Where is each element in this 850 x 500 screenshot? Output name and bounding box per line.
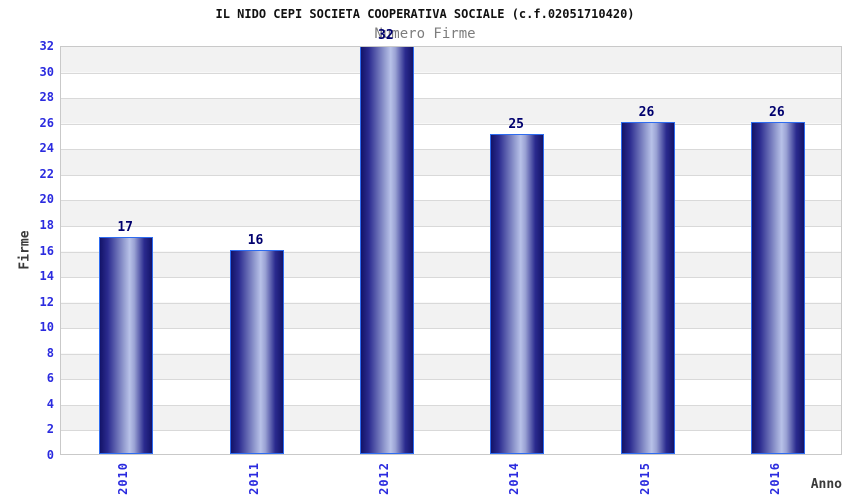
x-tick-label: 2010 bbox=[116, 462, 131, 495]
bar-2014 bbox=[490, 134, 545, 454]
gridline bbox=[61, 251, 841, 253]
bar-value-label: 26 bbox=[769, 104, 785, 120]
y-tick-label: 4 bbox=[46, 396, 54, 411]
gridline bbox=[61, 353, 841, 355]
gridline bbox=[61, 149, 841, 151]
bar-2016 bbox=[750, 121, 805, 454]
bar-value-label: 26 bbox=[638, 104, 655, 120]
y-tick-label: 14 bbox=[39, 269, 54, 284]
y-tick-label: 8 bbox=[46, 345, 54, 360]
y-tick-label: 30 bbox=[39, 64, 54, 79]
plot-area bbox=[60, 46, 842, 455]
bar-2011 bbox=[229, 249, 284, 454]
y-tick-label: 2 bbox=[46, 422, 54, 437]
x-tick-label: 2015 bbox=[637, 462, 652, 495]
y-tick-label: 32 bbox=[39, 39, 54, 53]
bar-value-label: 16 bbox=[247, 232, 264, 248]
y-tick-label: 28 bbox=[39, 90, 54, 105]
y-tick-label: 20 bbox=[39, 192, 54, 207]
bar-2010 bbox=[99, 236, 154, 454]
gridline bbox=[61, 72, 841, 74]
bar-value-label: 25 bbox=[508, 117, 524, 133]
y-tick-label: 16 bbox=[39, 243, 54, 258]
x-tick-label: 2012 bbox=[376, 462, 391, 495]
y-tick-label: 10 bbox=[39, 320, 54, 335]
gridline bbox=[61, 123, 841, 125]
gridline bbox=[61, 200, 841, 202]
gridline bbox=[61, 430, 841, 432]
y-tick-label: 0 bbox=[46, 448, 54, 462]
x-tick-label: 2016 bbox=[767, 462, 782, 495]
bar-value-label: 17 bbox=[117, 219, 133, 235]
y-tick-label: 26 bbox=[39, 115, 54, 130]
x-tick-label: 2011 bbox=[246, 462, 261, 495]
x-axis-label: Anno bbox=[810, 477, 842, 492]
gridline bbox=[61, 302, 841, 304]
y-tick-label: 6 bbox=[46, 371, 54, 386]
gridline bbox=[61, 277, 841, 279]
bar-2015 bbox=[620, 121, 675, 454]
y-tick-label: 18 bbox=[39, 217, 54, 232]
bar-value-label: 32 bbox=[378, 28, 394, 43]
gridline bbox=[61, 328, 841, 330]
y-tick-label: 24 bbox=[39, 141, 54, 156]
bar-2012 bbox=[359, 47, 414, 454]
chart-subtitle: Numero Firme bbox=[374, 26, 476, 42]
x-tick-label: 2014 bbox=[507, 462, 522, 495]
gridline bbox=[61, 225, 841, 227]
chart-title: IL NIDO CEPI SOCIETA COOPERATIVA SOCIALE… bbox=[215, 7, 635, 21]
gridline bbox=[61, 379, 841, 381]
y-tick-label: 12 bbox=[39, 294, 54, 309]
gridline bbox=[61, 174, 841, 176]
gridline bbox=[61, 404, 841, 406]
y-tick-label: 22 bbox=[39, 166, 54, 181]
gridline bbox=[61, 98, 841, 100]
